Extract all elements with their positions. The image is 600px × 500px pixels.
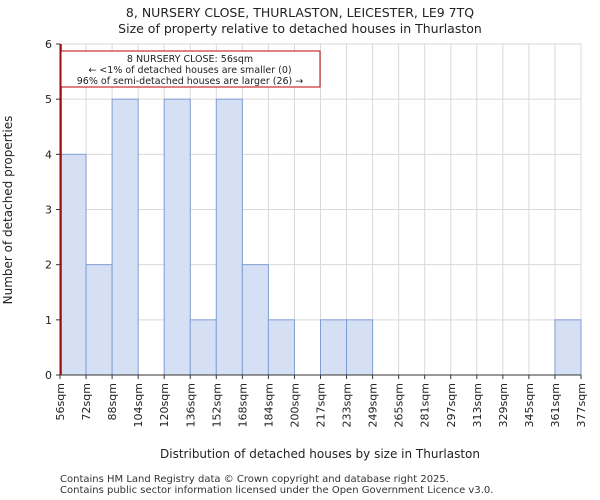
axes bbox=[56, 43, 582, 379]
x-tick-label: 136sqm bbox=[184, 383, 197, 427]
footer-line-2: Contains public sector information licen… bbox=[60, 485, 494, 496]
x-tick-label: 120sqm bbox=[158, 383, 171, 427]
x-tick-label: 233sqm bbox=[341, 383, 354, 427]
bar-184sqm bbox=[267, 319, 295, 376]
x-tick-label: 88sqm bbox=[106, 383, 119, 420]
bar-56sqm bbox=[59, 153, 87, 376]
x-tick-label: 104sqm bbox=[132, 383, 145, 427]
y-tick-label: 1 bbox=[45, 314, 52, 327]
bar-361sqm bbox=[554, 319, 582, 376]
x-tick-label: 329sqm bbox=[497, 383, 510, 427]
annotation-border bbox=[60, 50, 321, 88]
bar-168sqm bbox=[241, 264, 269, 376]
x-tick-label: 56sqm bbox=[54, 383, 67, 420]
chart-title: 8, NURSERY CLOSE, THURLASTON, LEICESTER,… bbox=[125, 5, 475, 20]
annotation-line-3: 96% of semi-detached houses are larger (… bbox=[77, 76, 304, 87]
x-tick-label: 168sqm bbox=[236, 383, 249, 427]
y-axis-label: Number of detached properties bbox=[1, 116, 15, 305]
x-tick-label: 313sqm bbox=[471, 383, 484, 427]
x-tick-label: 184sqm bbox=[262, 383, 275, 427]
bar-233sqm bbox=[346, 319, 374, 376]
x-axis-label: Distribution of detached houses by size … bbox=[160, 447, 480, 461]
bar-136sqm bbox=[189, 319, 217, 376]
bar-152sqm bbox=[215, 98, 243, 376]
bar-120sqm bbox=[163, 98, 191, 376]
x-tick-label: 249sqm bbox=[367, 383, 380, 427]
y-tick-labels: 0 1 2 3 4 5 6 bbox=[45, 38, 52, 382]
y-tick-label: 5 bbox=[45, 93, 52, 106]
bar-217sqm bbox=[320, 319, 348, 376]
y-tick-label: 0 bbox=[45, 369, 52, 382]
footer-line-1: Contains HM Land Registry data © Crown c… bbox=[60, 474, 449, 485]
x-tick-label: 345sqm bbox=[523, 383, 536, 427]
annotation-line-1: 8 NURSERY CLOSE: 56sqm bbox=[127, 54, 253, 65]
annotation-box: 8 NURSERY CLOSE: 56sqm ← <1% of detached… bbox=[60, 50, 321, 88]
bar-72sqm bbox=[85, 264, 113, 376]
x-tick-label: 200sqm bbox=[288, 383, 301, 427]
x-tick-label: 72sqm bbox=[80, 383, 93, 420]
x-tick-labels: 56sqm 72sqm 88sqm 104sqm 120sqm 136sqm 152sqm 1… bbox=[54, 383, 588, 427]
annotation-line-2: ← <1% of detached houses are smaller (0) bbox=[88, 65, 291, 76]
x-tick-label: 377sqm bbox=[575, 383, 588, 427]
x-tick-label: 281sqm bbox=[419, 383, 432, 427]
x-tick-label: 152sqm bbox=[210, 383, 223, 427]
x-tick-label: 217sqm bbox=[315, 383, 328, 427]
y-tick-label: 4 bbox=[45, 148, 52, 161]
x-tick-label: 361sqm bbox=[549, 383, 562, 427]
chart-subtitle: Size of property relative to detached ho… bbox=[118, 21, 482, 36]
bar-88sqm bbox=[111, 98, 139, 376]
y-tick-label: 3 bbox=[45, 204, 52, 217]
y-tick-label: 2 bbox=[45, 259, 52, 272]
bars bbox=[59, 98, 582, 376]
y-tick-label: 6 bbox=[45, 38, 52, 51]
x-tick-label: 265sqm bbox=[393, 383, 406, 427]
x-tick-label: 297sqm bbox=[445, 383, 458, 427]
